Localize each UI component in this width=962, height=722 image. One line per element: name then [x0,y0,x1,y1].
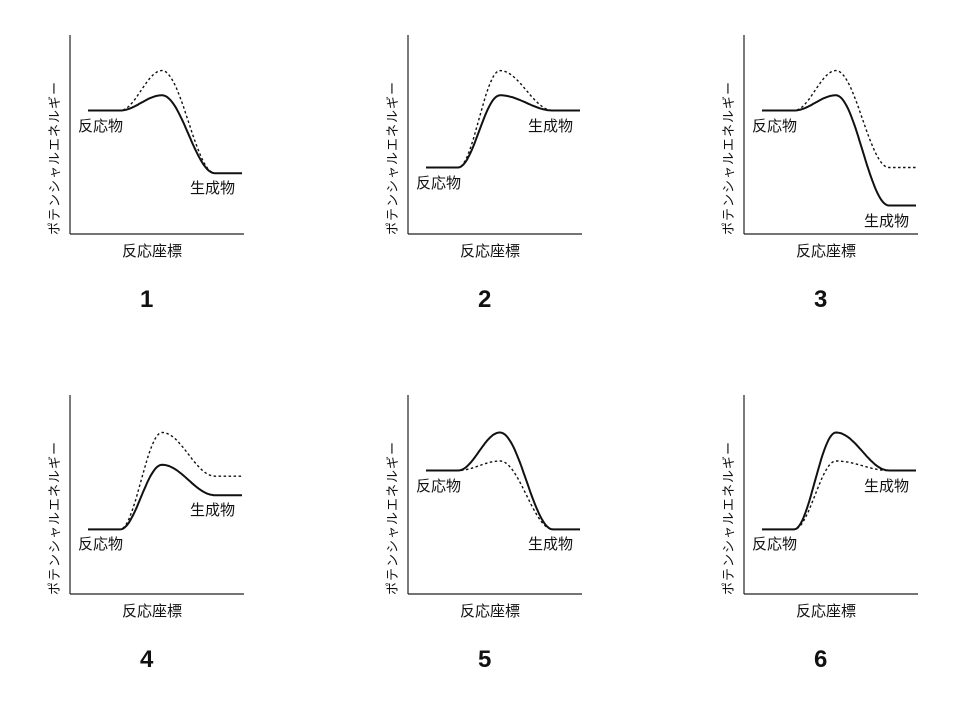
energy-diagram-5: ポテンシャルエネルギー反応座標 反応物生成物 5 [378,390,678,720]
energy-diagram-4: ポテンシャルエネルギー反応座標 反応物 生成物 4 [40,390,340,720]
y-axis-label: ポテンシャルエネルギー [386,80,401,235]
reactant-label: 反応物 [752,116,798,135]
energy-diagram-3: ポテンシャルエネルギー反応座標 反応物生成物 3 [714,30,962,360]
y-axis-label: ポテンシャルエネルギー [386,440,401,595]
solid-energy-curve [426,94,580,169]
solid-energy-curve [88,94,242,175]
diagram-plot [69,35,244,235]
diagram-number: 6 [814,646,828,673]
diagram-number: 4 [140,646,154,673]
energy-diagram-2: ポテンシャルエネルギー反応座標 反応物 生成物 2 [378,30,678,360]
reactant-label: 反応物 [416,476,462,495]
product-label: 生成物 [864,211,910,230]
x-axis-label: 反応座標 [122,602,183,620]
diagram-plot [69,395,244,595]
diagram-plot [743,395,918,595]
energy-diagram-1: ポテンシャルエネルギー反応座標 反応物生成物 1 [40,30,340,360]
diagram-number: 3 [814,286,828,313]
y-axis-label: ポテンシャルエネルギー [48,80,63,235]
y-axis-label: ポテンシャルエネルギー [48,440,63,595]
diagram-plot [743,35,918,235]
diagram-plot [407,395,582,595]
solid-energy-curve [426,431,580,531]
product-label: 生成物 [528,116,574,135]
reactant-label: 反応物 [78,535,124,554]
product-label: 生成物 [528,535,574,554]
x-axis-label: 反応座標 [460,602,521,620]
solid-energy-curve [88,463,242,531]
diagram-number: 2 [478,286,492,313]
x-axis-label: 反応座標 [122,242,183,260]
product-label: 生成物 [190,179,236,198]
solid-energy-curve [762,431,916,531]
product-label: 生成物 [864,476,910,495]
x-axis-label: 反応座標 [796,242,857,260]
reactant-label: 反応物 [752,535,798,554]
diagram-number: 1 [140,286,154,313]
y-axis-label: ポテンシャルエネルギー [722,440,737,595]
x-axis-label: 反応座標 [796,602,857,620]
solid-energy-curve [762,94,916,207]
diagram-number: 5 [478,646,492,673]
x-axis-label: 反応座標 [460,242,521,260]
product-label: 生成物 [190,501,236,520]
reactant-label: 反応物 [78,116,124,135]
diagram-plot [407,35,582,235]
reactant-label: 反応物 [416,173,462,192]
energy-diagram-6: ポテンシャルエネルギー反応座標 反応物 生成物 6 [714,390,962,720]
y-axis-label: ポテンシャルエネルギー [722,80,737,235]
